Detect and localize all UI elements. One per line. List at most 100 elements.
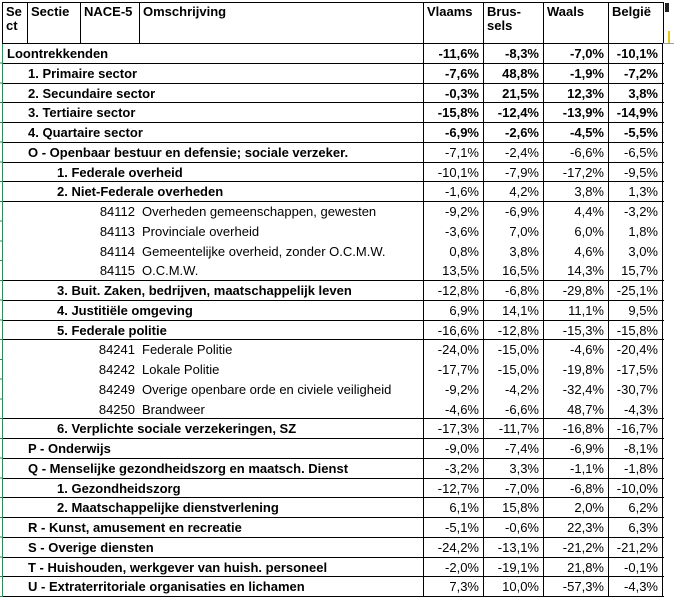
row-label-cell[interactable]: 84241 Federale Politie [2,340,423,360]
value-cell-brussels[interactable]: -8,3% [483,44,543,63]
row-label-cell[interactable]: 84115 O.C.M.W. [2,261,423,280]
value-cell-waals[interactable]: -6,9% [543,439,608,458]
column-header-sect[interactable]: Sect [2,3,27,43]
value-cell-belgie[interactable]: 15,7% [608,261,663,280]
value-cell-waals[interactable]: 4,6% [543,241,608,262]
value-cell-belgie[interactable]: 9,5% [608,300,663,320]
value-cell-vlaams[interactable]: -12,8% [423,281,483,300]
row-label-cell[interactable]: P - Onderwijs [28,441,111,456]
row-label-cell[interactable]: 4. Quartaire sector [28,125,143,140]
value-cell-waals[interactable]: 12,3% [543,83,608,103]
value-cell-brussels[interactable]: -2,4% [483,142,543,162]
value-cell-brussels[interactable]: -7,0% [483,478,543,498]
row-label-cell[interactable]: 3. Buit. Zaken, bedrijven, maatschappeli… [57,283,352,298]
value-cell-vlaams[interactable]: -0,3% [423,83,483,103]
value-cell-brussels[interactable]: -4,2% [483,379,543,400]
value-cell-waals[interactable]: -4,5% [543,123,608,142]
value-cell-waals[interactable]: -29,8% [543,281,608,300]
row-label-cell[interactable]: 2. Niet-Federale overheden [57,184,224,200]
column-header-waals[interactable]: Waals [543,3,608,43]
value-cell-belgie[interactable]: -6,5% [608,142,663,162]
column-header-nace5[interactable]: NACE-5 [80,3,139,43]
value-cell-waals[interactable]: -19,8% [543,360,608,380]
value-cell-vlaams[interactable]: -24,2% [423,537,483,557]
row-label-cell[interactable]: 84250 Brandweer [2,400,423,419]
row-label-cell[interactable]: 84242 Lokale Politie [2,360,423,380]
row-label-cell[interactable]: Loontrekkenden [7,46,109,61]
value-cell-vlaams[interactable]: -3,6% [423,221,483,242]
value-cell-brussels[interactable]: 14,1% [483,300,543,320]
value-cell-brussels[interactable]: 4,2% [483,182,543,201]
value-cell-belgie[interactable]: -30,7% [608,379,663,400]
value-cell-belgie[interactable]: -15,8% [608,320,663,340]
value-cell-brussels[interactable]: 7,0% [483,221,543,242]
column-header-omschrijving[interactable]: Omschrijving [139,3,423,43]
row-label-cell[interactable]: S - Overige diensten [28,539,154,555]
value-cell-belgie[interactable]: -4,3% [608,399,663,419]
value-cell-belgie[interactable]: 3,8% [608,83,663,103]
value-cell-belgie[interactable]: 6,2% [608,498,663,517]
row-label-cell[interactable]: 3. Tertiaire sector [28,105,136,121]
value-cell-waals[interactable]: 48,7% [543,399,608,419]
row-label-cell[interactable]: 4. Justitiële omgeving [57,302,193,318]
value-cell-vlaams[interactable]: -24,0% [423,340,483,360]
value-cell-vlaams[interactable]: -9,0% [423,439,483,458]
value-cell-brussels[interactable]: -15,0% [483,360,543,380]
value-cell-waals[interactable]: -1,1% [543,458,608,478]
value-cell-waals[interactable]: 11,1% [543,300,608,320]
value-cell-belgie[interactable]: -9,5% [608,162,663,182]
value-cell-vlaams[interactable]: -2,0% [423,557,483,577]
value-cell-brussels[interactable]: -2,6% [483,123,543,142]
value-cell-belgie[interactable]: -14,9% [608,103,663,122]
value-cell-brussels[interactable]: 3,3% [483,458,543,478]
value-cell-waals[interactable]: -7,0% [543,44,608,63]
row-label-cell[interactable]: R - Kunst, amusement en recreatie [28,520,242,535]
row-label-cell[interactable]: 1. Federale overheid [57,164,183,180]
value-cell-belgie[interactable]: -10,1% [608,44,663,63]
value-cell-brussels[interactable]: -15,0% [483,340,543,360]
value-cell-belgie[interactable]: 1,3% [608,182,663,201]
row-label-cell[interactable]: 2. Secundaire sector [28,85,156,101]
value-cell-vlaams[interactable]: -15,8% [423,103,483,122]
value-cell-waals[interactable]: 22,3% [543,518,608,537]
value-cell-belgie[interactable]: -3,2% [608,202,663,222]
value-cell-waals[interactable]: -21,2% [543,537,608,557]
value-cell-belgie[interactable]: -8,1% [608,439,663,458]
value-cell-vlaams[interactable]: -7,6% [423,63,483,83]
column-header-vlaams[interactable]: Vlaams [423,3,483,43]
value-cell-vlaams[interactable]: -3,2% [423,458,483,478]
value-cell-vlaams[interactable]: 6,9% [423,300,483,320]
value-cell-waals[interactable]: -1,9% [543,63,608,83]
value-cell-waals[interactable]: -15,3% [543,320,608,340]
value-cell-belgie[interactable]: 1,8% [608,221,663,242]
value-cell-brussels[interactable]: -12,4% [483,103,543,122]
row-label-cell[interactable]: O - Openbaar bestuur en defensie; social… [28,144,349,160]
value-cell-belgie[interactable]: -1,8% [608,458,663,478]
value-cell-waals[interactable]: -32,4% [543,379,608,400]
value-cell-brussels[interactable]: -6,8% [483,281,543,300]
value-cell-brussels[interactable]: 48,8% [483,63,543,83]
value-cell-belgie[interactable]: 3,0% [608,241,663,262]
value-cell-vlaams[interactable]: -17,3% [423,419,483,438]
value-cell-vlaams[interactable]: -9,2% [423,202,483,222]
value-cell-vlaams[interactable]: 0,8% [423,241,483,262]
row-label-cell[interactable]: 84113 Provinciale overheid [2,222,423,242]
value-cell-belgie[interactable]: -10,0% [608,478,663,498]
column-header-sectie[interactable]: Sectie [27,3,80,43]
row-label-cell[interactable]: 84114 Gemeentelijke overheid, zonder O.C.… [2,242,423,262]
row-label-cell[interactable]: 5. Federale politie [57,322,167,338]
row-label-cell[interactable]: 84112 Overheden gemeenschappen, gewesten [2,202,423,222]
value-cell-waals[interactable]: -13,9% [543,103,608,122]
row-label-cell[interactable]: 1. Primaire sector [28,65,138,81]
value-cell-waals[interactable]: -57,3% [543,577,608,596]
value-cell-vlaams[interactable]: -6,9% [423,123,483,142]
value-cell-brussels[interactable]: -19,1% [483,557,543,577]
value-cell-waals[interactable]: 3,8% [543,182,608,201]
value-cell-brussels[interactable]: -6,6% [483,399,543,419]
value-cell-belgie[interactable]: -5,5% [608,123,663,142]
value-cell-waals[interactable]: 6,0% [543,221,608,242]
value-cell-brussels[interactable]: 15,8% [483,498,543,517]
row-label-cell[interactable]: Q - Menselijke gezondheidszorg en maatsc… [28,460,349,476]
value-cell-brussels[interactable]: 3,8% [483,241,543,262]
value-cell-vlaams[interactable]: -17,7% [423,360,483,380]
